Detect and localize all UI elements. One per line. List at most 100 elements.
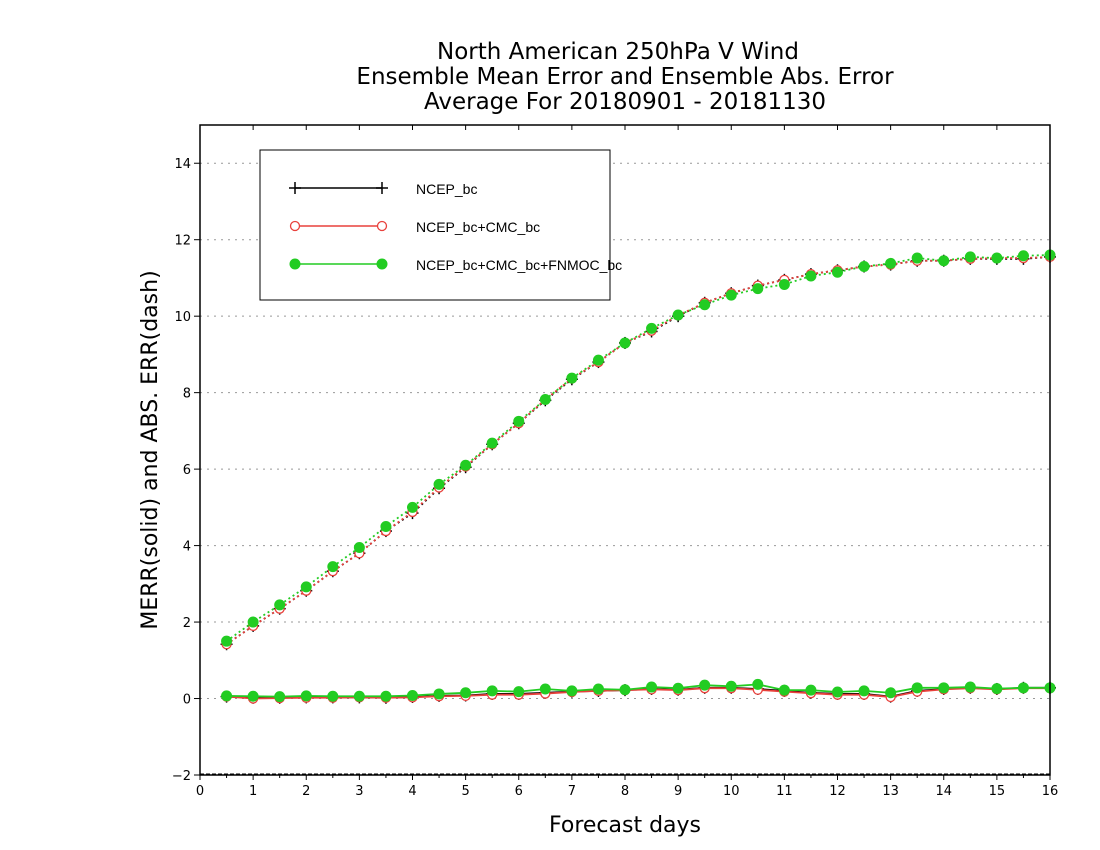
- series-2-abs-err-point: [300, 581, 312, 593]
- x-tick-label: 15: [989, 784, 1006, 799]
- y-axis-label: MERR(solid) and ABS. ERR(dash): [138, 270, 163, 629]
- x-tick-label: 0: [196, 784, 204, 799]
- series-2-abs-err-point: [247, 616, 259, 628]
- x-tick-label: 1: [249, 784, 257, 799]
- series-0-abs-err-line: [226, 256, 1051, 645]
- series-2-abs-err-point: [778, 278, 790, 290]
- series-2-abs-err-point: [513, 415, 525, 427]
- series-2-abs-err-point: [221, 635, 233, 647]
- series-2-merr-point: [460, 687, 472, 699]
- series-2-abs-err-point: [353, 542, 365, 553]
- series-2-abs-err-point: [592, 354, 604, 366]
- chart-title-line-1: North American 250hPa V Wind: [437, 39, 799, 65]
- series-2-abs-err-point: [991, 252, 1003, 264]
- x-tick-label: 3: [355, 784, 363, 799]
- legend-marker-end: [376, 182, 388, 194]
- series-2-abs-err-point: [380, 520, 392, 532]
- series-2-abs-err-line: [226, 254, 1051, 642]
- series-2-abs-err-point: [672, 309, 684, 321]
- series-2-abs-err-point: [964, 251, 976, 263]
- legend-marker-start: [289, 220, 301, 232]
- series-2-abs-err-point: [725, 289, 737, 301]
- x-tick-label: 4: [408, 784, 416, 799]
- legend-marker-end: [376, 220, 388, 232]
- x-tick-label: 8: [621, 784, 629, 799]
- series-2-abs-err-point: [699, 299, 711, 311]
- series-2-merr-point: [938, 682, 950, 694]
- series-2-merr-point: [353, 690, 365, 702]
- series-2-merr-point: [1017, 682, 1029, 694]
- y-tick-label: −2: [172, 769, 191, 784]
- series-2-merr-point: [805, 684, 817, 696]
- series-2-abs-err-point: [539, 394, 551, 406]
- legend-label: NCEP_bc+CMC_bc: [416, 219, 540, 235]
- series-2-merr-point: [300, 690, 312, 702]
- x-tick-label: 6: [515, 784, 523, 799]
- series-2-merr-point: [327, 690, 339, 702]
- series-2-abs-err-point: [858, 260, 870, 272]
- series-2-merr-point: [991, 683, 1003, 695]
- x-tick-label: 5: [461, 784, 469, 799]
- series-2-merr-point: [513, 686, 525, 698]
- series-2-merr-point: [964, 681, 976, 693]
- series-2-abs-err-point: [911, 252, 923, 264]
- legend-item-2: NCEP_bc+CMC_bc+FNMOC_bc: [289, 257, 622, 273]
- series-2-abs-err-point: [805, 270, 817, 282]
- series-2-merr-point: [911, 682, 923, 694]
- series-2-merr-point: [221, 690, 233, 702]
- x-tick-label: 14: [935, 784, 952, 799]
- series-2-merr-point: [407, 689, 418, 701]
- series-2-abs-err-point: [885, 257, 897, 269]
- series-2-merr-point: [566, 685, 578, 697]
- series-2-merr-point: [247, 690, 259, 702]
- legend-item-0: NCEP_bc: [289, 181, 477, 197]
- series-2-abs-err-point: [327, 561, 339, 573]
- series-2-merr-point: [885, 687, 897, 699]
- series-2-abs-err-point: [407, 501, 418, 513]
- series-2-abs-err-point: [832, 266, 843, 278]
- legend: NCEP_bc NCEP_bc+CMC_bc NCEP_bc+CMC_bc+FNMO…: [259, 149, 622, 301]
- series-2-merr-point: [433, 688, 445, 700]
- chart-title-line-2: Ensemble Mean Error and Ensemble Abs. Er…: [356, 64, 894, 90]
- series-2-merr-point: [752, 678, 764, 690]
- legend-marker-start: [289, 182, 301, 194]
- series-1-abs-err-line: [226, 256, 1051, 645]
- y-tick-label: 14: [174, 157, 191, 172]
- series-1: [221, 251, 1056, 704]
- x-tick-label: 10: [723, 784, 740, 799]
- series-2-merr-point: [592, 683, 604, 695]
- series-2-merr-point: [619, 684, 631, 696]
- series-2-merr-point: [380, 690, 392, 702]
- x-tick-label: 12: [829, 784, 846, 799]
- legend-marker-end: [376, 258, 388, 270]
- series-2-merr-point: [274, 691, 286, 703]
- legend-label: NCEP_bc: [416, 181, 477, 197]
- series-2-abs-err-point: [486, 437, 498, 449]
- series-0: [220, 250, 1056, 704]
- x-tick-label: 11: [776, 784, 793, 799]
- x-axis-label: Forecast days: [549, 813, 701, 838]
- y-tick-label: 10: [174, 310, 191, 325]
- y-tick-label: 0: [183, 693, 191, 708]
- series-2-merr-point: [858, 685, 870, 697]
- series-2: [221, 249, 1056, 703]
- x-tick-label: 13: [882, 784, 899, 799]
- series-2-merr-point: [539, 683, 551, 695]
- series-2-merr-point: [486, 685, 498, 697]
- legend-box: [259, 149, 611, 301]
- series-2-merr-point: [832, 686, 843, 698]
- series-2-abs-err-point: [646, 322, 658, 334]
- series-2-abs-err-point: [460, 459, 472, 471]
- legend-label: NCEP_bc+CMC_bc+FNMOC_bc: [416, 257, 622, 273]
- series-2-abs-err-point: [566, 372, 578, 384]
- chart-title-line-3: Average For 20180901 - 20181130: [424, 89, 826, 115]
- y-tick-label: 6: [183, 463, 191, 478]
- series-2-merr-point: [646, 681, 658, 693]
- y-tick-label: 8: [183, 387, 191, 402]
- series-2-abs-err-point: [938, 255, 950, 267]
- series-2-merr-point: [672, 682, 684, 694]
- x-tick-label: 16: [1042, 784, 1059, 799]
- series-2-abs-err-point: [433, 478, 445, 490]
- y-tick-label: 2: [183, 616, 191, 631]
